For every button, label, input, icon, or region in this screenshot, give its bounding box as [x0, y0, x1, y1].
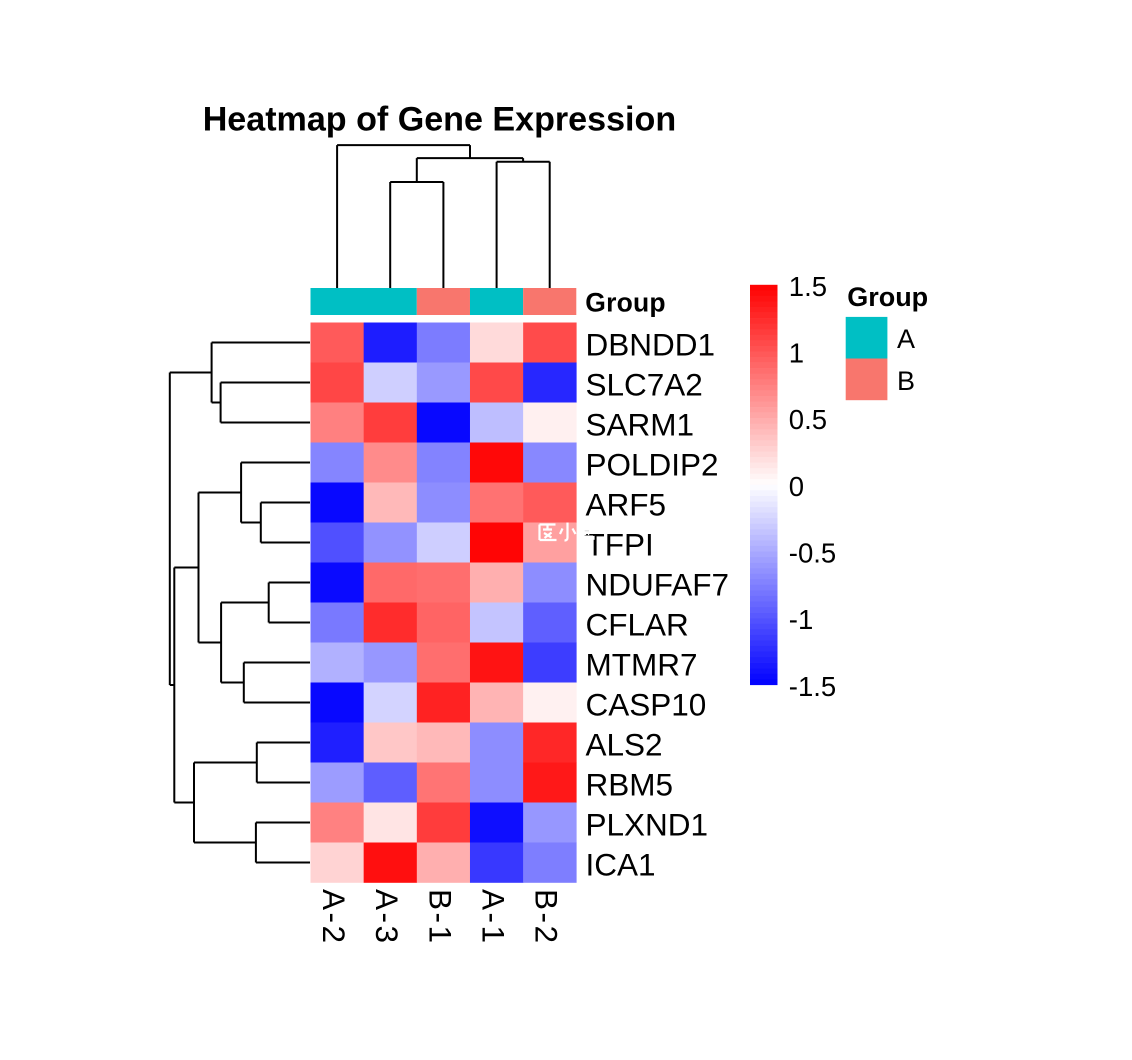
svg-text:POLDIP2: POLDIP2: [586, 447, 719, 483]
svg-text:CASP10: CASP10: [586, 687, 707, 723]
svg-text:A-1: A-1: [476, 889, 512, 946]
svg-text:ALS2: ALS2: [586, 727, 663, 763]
svg-text:B-2: B-2: [529, 889, 565, 946]
svg-text:SLC7A2: SLC7A2: [586, 367, 703, 403]
svg-text:B: B: [897, 366, 915, 396]
svg-text:0: 0: [789, 471, 804, 502]
svg-text:TFPI: TFPI: [586, 527, 654, 563]
svg-text:Group: Group: [585, 288, 666, 318]
svg-text:1.5: 1.5: [789, 271, 827, 302]
svg-text:B-1: B-1: [422, 889, 458, 946]
svg-text:SARM1: SARM1: [586, 407, 695, 443]
svg-text:DBNDD1: DBNDD1: [586, 327, 716, 363]
svg-text:A: A: [897, 324, 915, 354]
svg-text:NDUFAF7: NDUFAF7: [586, 567, 730, 603]
svg-text:ARF5: ARF5: [586, 487, 667, 523]
svg-text:-0.5: -0.5: [789, 538, 836, 569]
svg-text:-1.5: -1.5: [789, 671, 836, 702]
svg-text:MTMR7: MTMR7: [586, 647, 698, 683]
svg-text:1: 1: [789, 338, 804, 369]
svg-text:0.5: 0.5: [789, 404, 827, 435]
svg-text:PLXND1: PLXND1: [586, 807, 709, 843]
svg-text:CFLAR: CFLAR: [586, 607, 689, 643]
svg-text:RBM5: RBM5: [586, 767, 674, 803]
svg-text:A-2: A-2: [316, 889, 352, 946]
svg-text:ICA1: ICA1: [586, 847, 656, 883]
svg-text:A-3: A-3: [369, 889, 405, 946]
svg-text:Group: Group: [847, 282, 928, 312]
svg-text:-1: -1: [789, 604, 813, 635]
svg-text:Heatmap of Gene Expression: Heatmap of Gene Expression: [203, 101, 676, 139]
